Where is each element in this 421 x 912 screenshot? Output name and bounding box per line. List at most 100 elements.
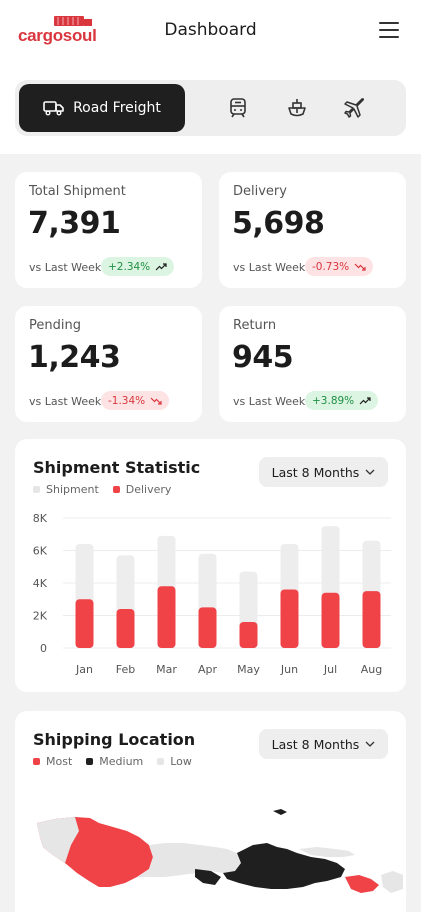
trend-down-icon [150,397,162,405]
shipment-bar-chart: 0 2K 4K 6K 8K Jan Feb Mar Apr May Jun Jul Aug [33,512,391,676]
bar-delivery [362,591,381,648]
trend-up-icon [359,396,371,404]
change-badge: -0.73% [305,257,374,276]
shipping-location-card: Shipping Location Last 8 Months Most Med… [15,711,406,912]
x-tick-label: May [237,663,260,676]
change-value: -0.73% [312,260,350,273]
legend-swatch [33,486,40,493]
bar-delivery [157,586,176,648]
stat-value: 7,391 [28,206,121,241]
x-tick-label: Jul [323,663,337,676]
y-tick-label: 6K [33,545,48,558]
x-tick-label: Jun [280,663,298,676]
bar-delivery [280,589,299,648]
chart-legend: Shipment Delivery [33,483,171,496]
stat-label: Pending [29,318,81,333]
tab-road-freight[interactable]: Road Freight [19,84,185,132]
bar-delivery [198,607,217,648]
change-badge: +3.89% [305,391,379,410]
map-region-central-java[interactable] [137,843,241,877]
change-value: +3.89% [312,394,355,407]
shipping-location-map [37,809,403,893]
legend-swatch [33,758,40,765]
period-dropdown[interactable]: Last 8 Months [259,729,388,759]
map-region-banten[interactable] [37,817,79,863]
stat-card-pending[interactable]: Pending 1,243 vs Last Week -1.34% [15,306,202,422]
legend-swatch [86,758,94,765]
legend-label: Most [46,755,73,768]
legend-item-medium: Medium [86,755,143,768]
map-region-east-java[interactable] [223,843,345,889]
stat-card-delivery[interactable]: Delivery 5,698 vs Last Week -0.73% [219,172,406,288]
legend-swatch [112,486,120,493]
period-dropdown-label: Last 8 Months [271,464,360,480]
stat-compare-text: vs Last Week [29,395,102,408]
y-tick-label: 2K [33,610,48,623]
bar-delivery [75,599,94,648]
logo-mark-icon [54,16,92,26]
bar-delivery [116,609,135,648]
y-tick-label: 0 [40,642,47,655]
x-tick-label: Mar [156,663,177,676]
change-value: +2.34% [108,260,151,273]
legend-label: Medium [99,755,144,768]
stat-label: Return [233,318,277,333]
stat-card-total-shipment[interactable]: Total Shipment 7,391 vs Last Week +2.34% [15,172,202,288]
stat-compare-text: vs Last Week [233,261,306,274]
app-header: cargosoul Dashboard [0,0,421,64]
chevron-down-icon [365,469,375,475]
map-region-islet[interactable] [273,809,287,815]
legend-item-most: Most [33,755,72,768]
logo-text: cargosoul [18,26,97,45]
trend-down-icon [354,263,366,271]
map-region-madura[interactable] [299,847,355,857]
ship-icon[interactable] [285,96,309,120]
stat-value: 5,698 [232,206,325,241]
bar-delivery [321,592,340,648]
shipment-statistic-card: Shipment Statistic Last 8 Months Shipmen… [15,439,406,692]
legend-swatch [157,758,165,765]
x-tick-label: Jan [75,663,93,676]
section-title: Shipment Statistic [33,458,201,477]
map-region-lombok[interactable] [381,871,403,893]
plane-icon[interactable] [343,96,367,120]
period-dropdown-label: Last 8 Months [271,736,360,752]
period-dropdown[interactable]: Last 8 Months [259,457,388,487]
stat-value: 945 [232,340,294,375]
trend-up-icon [155,262,167,270]
truck-icon [43,101,64,116]
stat-label: Delivery [233,184,287,199]
legend-item-delivery: Delivery [112,483,172,496]
map-region-yogyakarta[interactable] [195,869,221,885]
page-title: Dashboard [164,20,257,40]
legend-label: Shipment [46,483,99,496]
legend-item-shipment: Shipment [33,483,99,496]
legend-label: Low [170,755,192,768]
cargosoul-logo[interactable]: cargosoul [18,14,98,45]
stat-value: 1,243 [28,340,121,375]
stat-compare-text: vs Last Week [233,395,306,408]
y-tick-label: 4K [33,577,48,590]
legend-item-low: Low [157,755,192,768]
legend-label: Delivery [125,483,172,496]
change-badge: +2.34% [101,257,175,276]
bar-delivery [239,622,258,648]
chevron-down-icon [365,741,375,747]
stat-compare-text: vs Last Week [29,261,102,274]
transport-mode-bar: Road Freight [0,64,421,154]
x-tick-label: Apr [198,663,218,676]
stat-label: Total Shipment [29,184,126,199]
change-value: -1.34% [108,394,146,407]
train-icon[interactable] [226,96,250,120]
x-tick-label: Feb [116,663,135,676]
hamburger-menu-icon[interactable] [379,22,399,38]
map-legend: Most Medium Low [33,755,192,768]
section-title: Shipping Location [33,730,196,749]
transport-mode-switch: Road Freight [15,80,406,136]
stat-card-return[interactable]: Return 945 vs Last Week +3.89% [219,306,406,422]
map-region-bali[interactable] [345,875,379,893]
change-badge: -1.34% [101,391,170,410]
y-tick-label: 8K [33,512,48,525]
x-tick-label: Aug [361,663,382,676]
tab-road-freight-label: Road Freight [73,100,161,116]
